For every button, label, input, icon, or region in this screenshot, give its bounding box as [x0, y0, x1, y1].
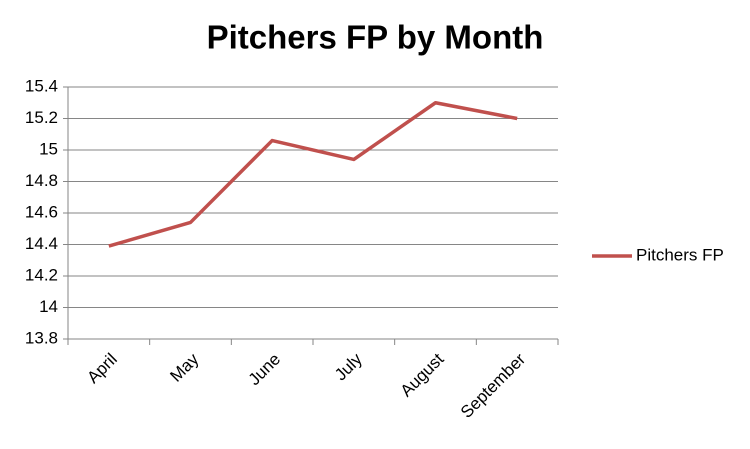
legend-label: Pitchers FP: [636, 245, 724, 264]
y-tick-label: 14.6: [25, 202, 58, 221]
y-tick-label: 15: [39, 139, 58, 158]
x-tick-label: July: [331, 349, 366, 384]
line-series: [108, 101, 518, 248]
x-tick-label: September: [457, 349, 529, 421]
chart-title: Pitchers FP by Month: [207, 19, 544, 56]
y-tick-label: 13.8: [25, 328, 58, 347]
x-tick-label: May: [166, 349, 202, 385]
y-tick-label: 14.8: [25, 171, 58, 190]
y-tick-label: 15.2: [25, 108, 58, 127]
y-tick-label: 14: [39, 297, 58, 316]
y-tick-label: 15.4: [25, 76, 58, 95]
y-tick-label: 14.2: [25, 265, 58, 284]
x-tick-label: April: [83, 350, 120, 387]
x-tick-label: June: [245, 350, 285, 390]
y-tick-label: 14.4: [25, 234, 58, 253]
x-tick-label: August: [397, 349, 448, 400]
